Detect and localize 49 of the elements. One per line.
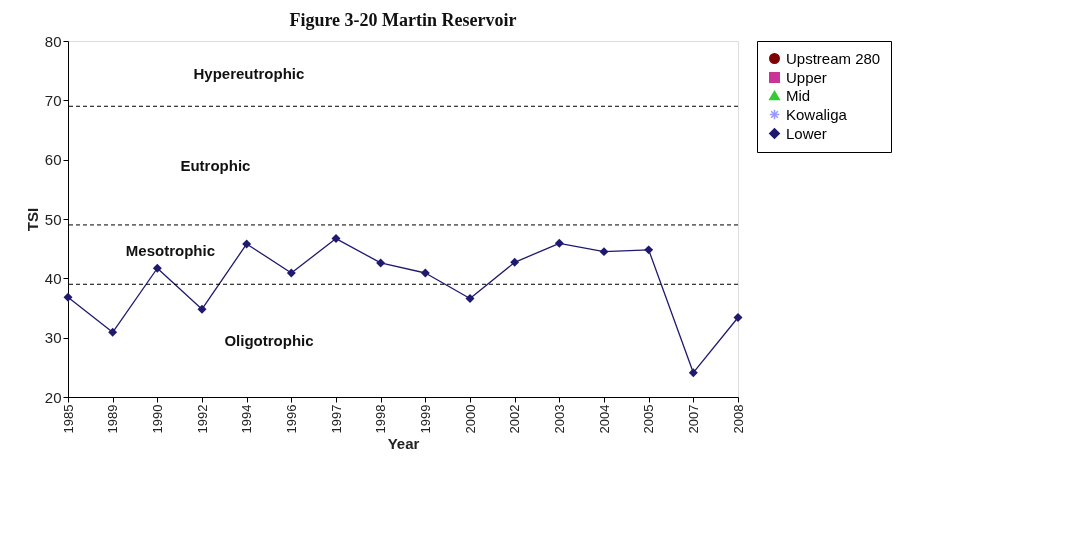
x-tick-label: 2005 xyxy=(641,404,657,434)
x-tick-label: 2002 xyxy=(507,404,523,434)
annotation: Oligotrophic xyxy=(224,331,314,349)
x-tick-label: 1998 xyxy=(373,404,389,434)
x-tick-label: 1994 xyxy=(239,404,255,434)
point xyxy=(108,327,118,337)
x-tick-label: 1990 xyxy=(149,404,165,434)
x-tick-label: 1985 xyxy=(60,404,76,434)
point xyxy=(286,268,296,278)
x-tick-label: 2004 xyxy=(596,404,612,434)
x-tick-label: 1996 xyxy=(283,404,299,434)
annotation: Hypereutrophic xyxy=(193,64,305,82)
y-tick-label: 20 xyxy=(44,388,62,406)
x-tick-label: 1989 xyxy=(105,404,121,434)
x-tick-label: 2008 xyxy=(730,404,746,434)
point xyxy=(599,247,609,257)
annotation: Mesotrophic xyxy=(125,241,215,259)
point xyxy=(197,304,207,314)
annotation: Eutrophic xyxy=(180,156,251,174)
x-axis-title: Year xyxy=(387,435,420,453)
y-tick-label: 80 xyxy=(44,32,62,50)
y-tick-label: 30 xyxy=(44,329,62,347)
point xyxy=(554,238,564,248)
legend-label: Upstream 280 xyxy=(786,49,881,67)
y-tick-label: 40 xyxy=(44,269,62,287)
chart-title: Figure 3-20 Martin Reservoir xyxy=(289,10,517,30)
y-axis-title: TSI xyxy=(23,207,41,232)
point xyxy=(331,234,341,244)
x-tick-label: 1992 xyxy=(194,404,210,434)
y-tick-label: 70 xyxy=(44,91,62,109)
point xyxy=(510,257,520,267)
point xyxy=(242,239,252,249)
x-tick-label: 2003 xyxy=(551,404,567,434)
point xyxy=(152,263,162,273)
point xyxy=(63,292,73,302)
y-tick-label: 60 xyxy=(44,151,62,169)
point xyxy=(420,268,430,278)
x-tick-label: 2000 xyxy=(462,404,478,434)
x-tick-label: 1997 xyxy=(328,404,344,434)
x-tick-label: 2007 xyxy=(685,404,701,434)
point xyxy=(644,245,654,255)
legend-label: Upper xyxy=(786,68,827,86)
y-tick-label: 50 xyxy=(44,210,62,228)
legend-label: Kowaliga xyxy=(786,105,848,123)
x-tick-label: 1999 xyxy=(417,404,433,434)
legend-label: Lower xyxy=(786,124,827,142)
legend-label: Mid xyxy=(786,86,811,104)
point xyxy=(688,368,698,378)
point xyxy=(376,258,386,268)
